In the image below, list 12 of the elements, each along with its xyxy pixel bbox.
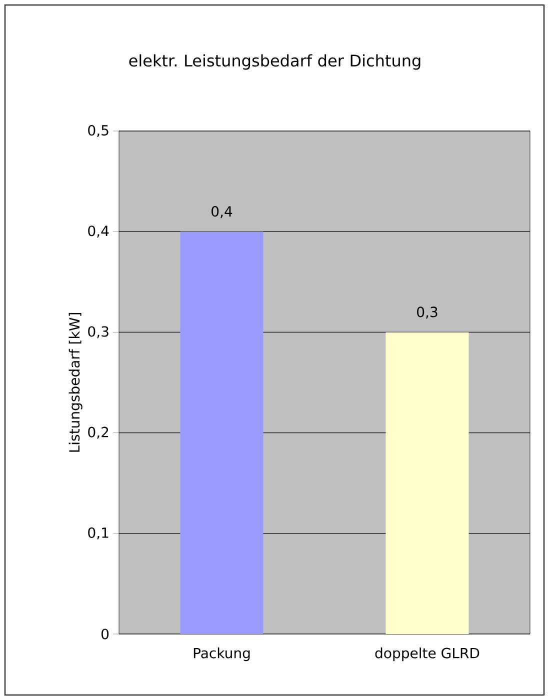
x-tick-label: doppelte GLRD bbox=[375, 648, 480, 662]
y-tick-label: 0,4 bbox=[88, 226, 109, 238]
chart-title: elektr. Leistungsbedarf der Dichtung bbox=[129, 54, 420, 70]
y-tick-label: 0,5 bbox=[88, 124, 108, 138]
y-tick-label: 0 bbox=[101, 628, 109, 640]
y-tick-label: 0,2 bbox=[88, 426, 108, 439]
x-tick-label: Packung bbox=[194, 648, 250, 662]
y-tick-label: 0,3 bbox=[88, 326, 108, 338]
y-axis-title: Listungsbedarf [kW] bbox=[68, 313, 82, 452]
data-label: 0,3 bbox=[417, 306, 438, 319]
data-label: 0,4 bbox=[212, 206, 232, 218]
y-tick-label: 0,1 bbox=[88, 527, 108, 540]
